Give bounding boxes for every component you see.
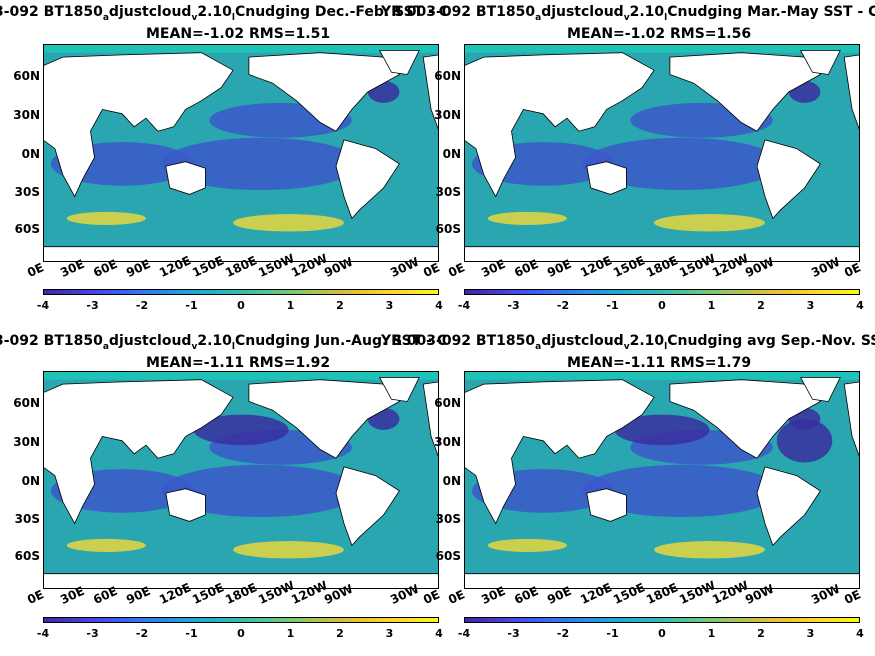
colorbar <box>464 617 860 623</box>
colorbar-tick-label: 3 <box>806 299 815 312</box>
colorbar-tick-label: 2 <box>336 627 344 640</box>
colorbar <box>464 289 860 295</box>
map-panel-mam <box>464 44 860 262</box>
colorbar-tick-label: -4 <box>36 299 50 312</box>
colorbar-tick-label: 4 <box>435 299 443 312</box>
latitude-tick-label: 60N <box>13 396 40 410</box>
colorbar-tick-label: 4 <box>435 627 443 640</box>
colorbar-tick-label: -2 <box>556 299 570 312</box>
colorbar-tick-label: -1 <box>185 299 198 312</box>
colorbar-tick-label: -2 <box>135 627 149 640</box>
latitude-tick-label: 30S <box>435 512 461 526</box>
colorbar-tick-label: -4 <box>457 627 471 640</box>
colorbar-tick-label: -2 <box>135 299 149 312</box>
colorbar-tick-label: 4 <box>856 299 864 312</box>
colorbar-tick-label: 0 <box>237 627 245 640</box>
latitude-tick-label: 30N <box>13 435 40 449</box>
colorbar-tick-label: 1 <box>286 299 295 312</box>
colorbar-tick-label: 3 <box>385 627 394 640</box>
colorbar-tick-label: 0 <box>658 299 666 312</box>
map-panel-djf <box>43 44 439 262</box>
panel-title: 3-092 BT1850adjustcloudv2.10lCnudging Ju… <box>0 333 448 352</box>
colorbar-tick-label: -3 <box>86 627 99 640</box>
longitude-tick-label: 0E <box>421 587 442 607</box>
colorbar-tick-label: -4 <box>457 299 471 312</box>
colorbar-tick-label: -1 <box>606 627 619 640</box>
colorbar <box>43 617 439 623</box>
colorbar-tick-label: -3 <box>507 299 520 312</box>
panel-title: 3-092 BT1850adjustcloudv2.10lCnudging De… <box>0 4 450 23</box>
colorbar-tick-label: -1 <box>606 299 619 312</box>
colorbar-tick-label: -3 <box>507 627 520 640</box>
latitude-tick-label: 60S <box>14 222 40 236</box>
longitude-tick-label: 0E <box>25 587 46 607</box>
latitude-tick-label: 60N <box>13 69 40 83</box>
colorbar <box>43 289 439 295</box>
panel-title: YR 003-092 BT1850adjustcloudv2.10lCnudgi… <box>381 333 875 352</box>
latitude-tick-label: 60S <box>435 222 461 236</box>
colorbar-tick-label: -2 <box>556 627 570 640</box>
latitude-tick-label: 30N <box>13 108 40 122</box>
colorbar-tick-label: 0 <box>237 299 245 312</box>
latitude-tick-label: 0N <box>442 474 461 488</box>
map-panel-son <box>464 371 860 589</box>
colorbar-tick-label: 1 <box>707 627 716 640</box>
latitude-tick-label: 30S <box>435 185 461 199</box>
colorbar-tick-label: -3 <box>86 299 99 312</box>
colorbar-tick-label: 2 <box>757 627 765 640</box>
colorbar-tick-label: -1 <box>185 627 198 640</box>
colorbar-tick-label: 0 <box>658 627 666 640</box>
latitude-tick-label: 60S <box>14 549 40 563</box>
colorbar-tick-label: 1 <box>286 627 295 640</box>
latitude-tick-label: 60N <box>434 396 461 410</box>
latitude-tick-label: 0N <box>21 474 40 488</box>
latitude-tick-label: 60N <box>434 69 461 83</box>
colorbar-tick-label: 2 <box>336 299 344 312</box>
longitude-tick-label: 0E <box>446 260 467 280</box>
latitude-tick-label: 30S <box>14 185 40 199</box>
longitude-tick-label: 0E <box>842 260 863 280</box>
latitude-tick-label: 30N <box>434 435 461 449</box>
panel-stats: MEAN=-1.02 RMS=1.51 <box>146 26 331 42</box>
longitude-tick-label: 0E <box>842 587 863 607</box>
latitude-tick-label: 0N <box>442 147 461 161</box>
colorbar-tick-label: 4 <box>856 627 864 640</box>
panel-stats: MEAN=-1.02 RMS=1.56 <box>567 26 752 42</box>
panel-stats: MEAN=-1.11 RMS=1.92 <box>146 355 331 371</box>
latitude-tick-label: 60S <box>435 549 461 563</box>
longitude-tick-label: 0E <box>446 587 467 607</box>
panel-stats: MEAN=-1.11 RMS=1.79 <box>567 355 752 371</box>
latitude-tick-label: 30S <box>14 512 40 526</box>
colorbar-tick-label: 3 <box>806 627 815 640</box>
colorbar-tick-label: 3 <box>385 299 394 312</box>
panel-title: YR 003-092 BT1850adjustcloudv2.10lCnudgi… <box>381 4 875 23</box>
colorbar-tick-label: 2 <box>757 299 765 312</box>
colorbar-tick-label: -4 <box>36 627 50 640</box>
longitude-tick-label: 0E <box>25 260 46 280</box>
colorbar-tick-label: 1 <box>707 299 716 312</box>
latitude-tick-label: 0N <box>21 147 40 161</box>
map-panel-jja <box>43 371 439 589</box>
latitude-tick-label: 30N <box>434 108 461 122</box>
longitude-tick-label: 0E <box>421 260 442 280</box>
